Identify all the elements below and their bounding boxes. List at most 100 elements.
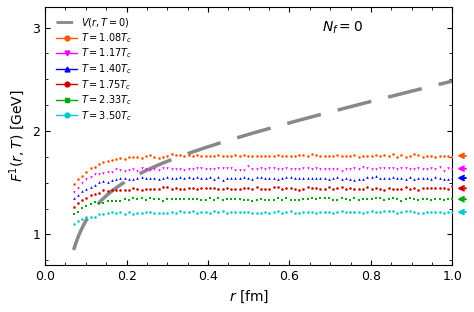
Point: [70, 212, 77, 217]
Point: [287, 208, 294, 213]
Point: [193, 153, 201, 158]
Point: [151, 187, 158, 192]
Point: [70, 189, 77, 194]
Point: [129, 211, 137, 216]
Point: [240, 167, 247, 172]
Point: [117, 175, 124, 180]
Point: [376, 176, 384, 181]
Point: [198, 176, 205, 181]
Point: [87, 166, 94, 171]
Point: [138, 211, 146, 216]
Point: [402, 176, 410, 181]
Point: [300, 209, 307, 214]
Point: [70, 222, 77, 227]
Point: [406, 154, 414, 159]
Point: [283, 165, 290, 170]
Point: [244, 198, 252, 203]
Point: [112, 198, 120, 203]
Point: [444, 165, 452, 170]
Point: [95, 172, 103, 177]
Point: [376, 166, 384, 171]
Point: [312, 153, 320, 158]
Point: [108, 210, 116, 215]
Point: [402, 208, 410, 213]
Point: [189, 175, 197, 180]
Point: [448, 197, 456, 202]
Point: [210, 209, 218, 214]
Point: [74, 209, 82, 214]
Point: [70, 205, 77, 210]
Point: [121, 188, 128, 193]
Point: [346, 176, 354, 181]
Point: [406, 208, 414, 213]
Point: [95, 180, 103, 185]
Point: [231, 167, 239, 172]
Point: [364, 197, 371, 202]
Point: [355, 176, 363, 181]
Point: [304, 197, 311, 202]
Point: [329, 187, 337, 192]
Point: [265, 166, 273, 171]
Point: [448, 210, 456, 215]
Point: [70, 182, 77, 187]
Point: [155, 187, 163, 192]
Point: [257, 154, 264, 159]
Point: [385, 185, 392, 190]
Point: [304, 175, 311, 180]
Point: [440, 153, 447, 158]
Point: [436, 153, 443, 158]
Point: [117, 199, 124, 204]
Point: [287, 185, 294, 190]
Point: [168, 152, 175, 157]
Point: [223, 197, 231, 202]
Point: [129, 177, 137, 182]
Point: [440, 197, 447, 202]
Point: [427, 186, 435, 191]
Point: [440, 176, 447, 181]
Point: [248, 154, 256, 159]
Point: [381, 209, 388, 214]
Point: [228, 187, 235, 192]
Point: [219, 177, 227, 182]
Point: [398, 198, 405, 203]
Point: [334, 175, 341, 180]
Point: [78, 217, 86, 222]
Point: [317, 210, 324, 215]
Point: [329, 166, 337, 171]
Point: [142, 210, 150, 215]
Point: [431, 197, 439, 202]
Point: [402, 197, 410, 202]
Point: [125, 209, 133, 214]
Point: [270, 185, 277, 190]
Point: [134, 210, 141, 215]
Point: [112, 156, 120, 161]
Point: [295, 210, 303, 215]
Point: [389, 209, 397, 214]
Point: [117, 155, 124, 160]
Point: [440, 169, 447, 174]
Point: [202, 154, 210, 159]
Point: [389, 166, 397, 171]
Point: [176, 186, 184, 191]
Point: [87, 184, 94, 189]
Point: [338, 195, 346, 200]
Point: [189, 154, 197, 158]
Point: [270, 166, 277, 171]
Point: [312, 196, 320, 201]
Point: [146, 196, 154, 201]
Point: [223, 210, 231, 215]
Point: [193, 196, 201, 201]
Point: [236, 168, 243, 173]
Point: [215, 186, 222, 191]
Point: [236, 175, 243, 180]
Point: [342, 186, 350, 191]
Point: [372, 166, 380, 171]
Point: [164, 175, 171, 180]
Point: [368, 167, 375, 172]
Point: [112, 210, 120, 215]
Point: [406, 196, 414, 201]
Point: [436, 210, 443, 215]
Point: [172, 175, 180, 180]
Point: [159, 211, 167, 216]
Point: [410, 152, 418, 157]
